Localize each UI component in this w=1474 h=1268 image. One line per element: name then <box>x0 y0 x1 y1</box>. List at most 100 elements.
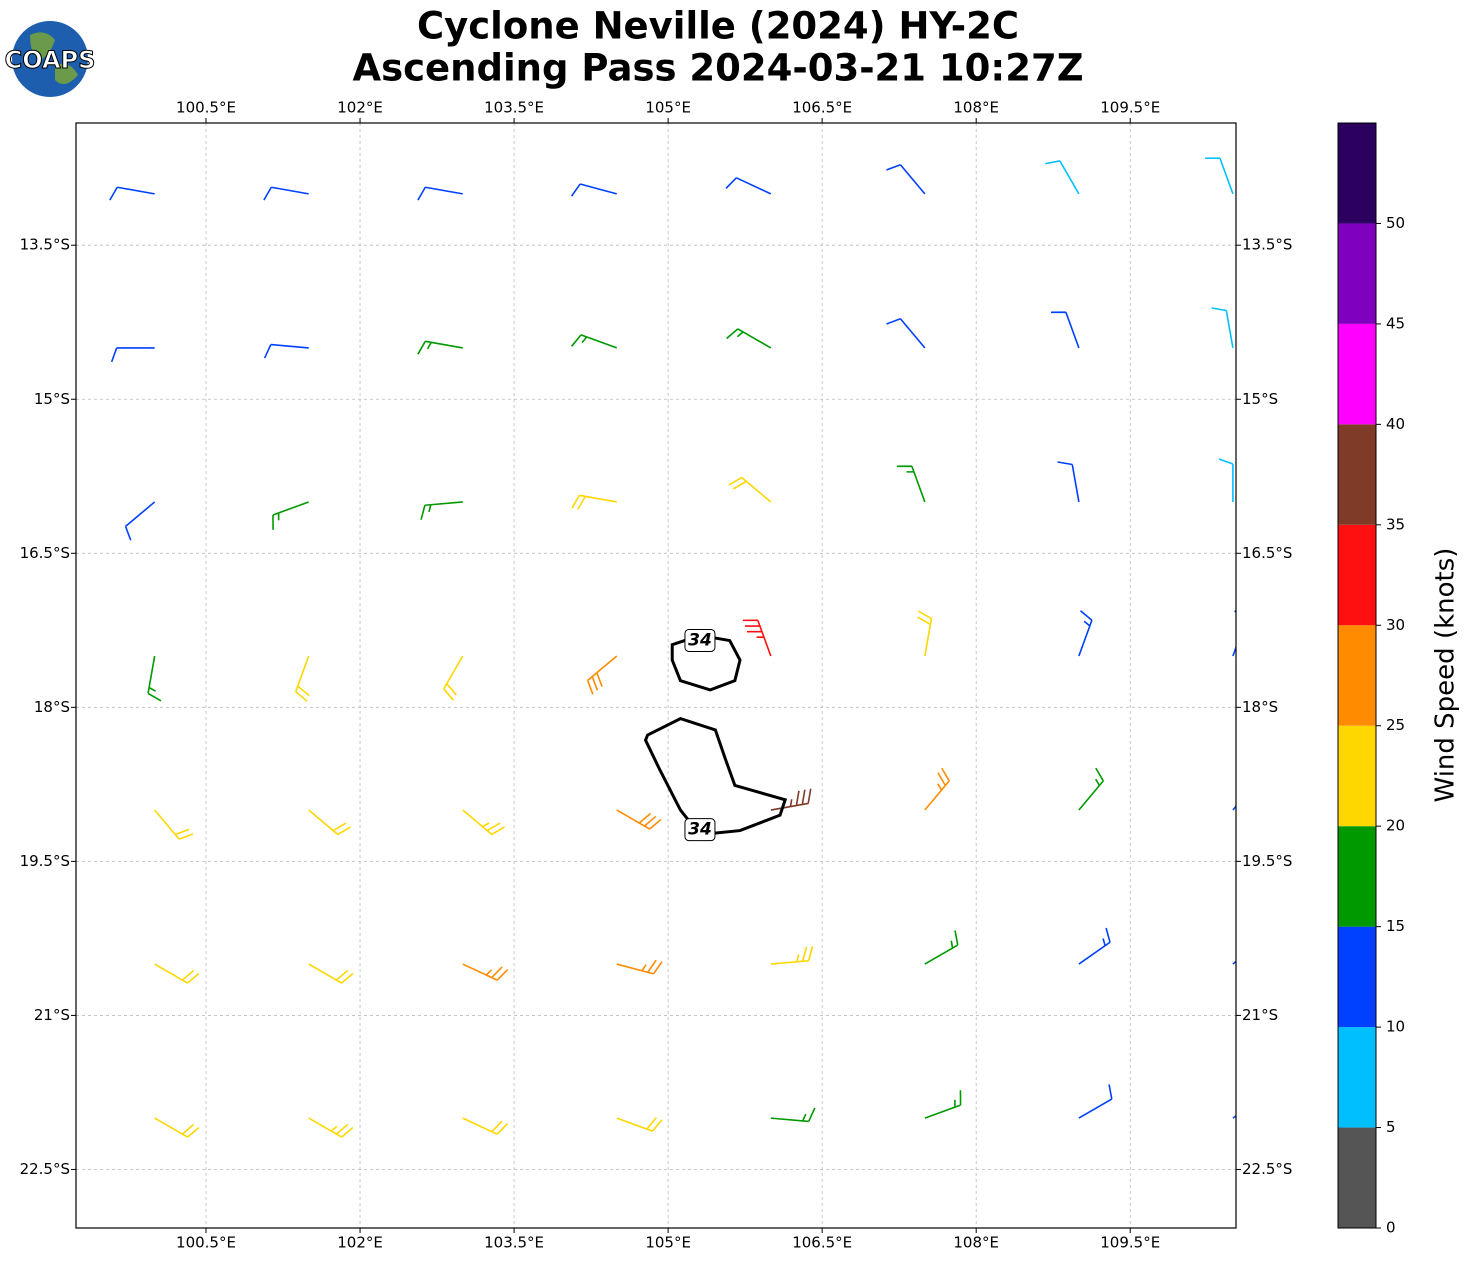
wind-barb <box>770 1107 816 1123</box>
x-tick-label: 108°E <box>953 99 999 117</box>
wind-barb <box>924 767 950 811</box>
wind-barb <box>1211 307 1234 349</box>
wind-barb <box>571 494 617 510</box>
map-frame <box>75 122 1237 1229</box>
wind-barb <box>1050 311 1080 349</box>
wind-barb <box>742 619 772 657</box>
x-tick-label: 108°E <box>953 1234 999 1252</box>
colorbar-segment <box>1338 725 1376 827</box>
wind-barb <box>1232 1114 1236 1119</box>
colorbar-segment <box>1338 123 1376 224</box>
colorbar-tick-label: 35 <box>1386 515 1405 533</box>
colorbar-tick-label: 0 <box>1386 1219 1396 1237</box>
wind-barb <box>616 959 663 975</box>
chart-subtitle: Ascending Pass 2024-03-21 10:27Z <box>352 47 1083 90</box>
wind-barb <box>462 809 506 836</box>
x-tick-label: 103.5°E <box>484 1234 544 1252</box>
colorbar-frame <box>1337 122 1377 1229</box>
colorbar-segment <box>1338 323 1376 425</box>
wind-barb <box>308 963 354 984</box>
wind-barb <box>462 963 509 981</box>
wind-barb <box>725 177 772 195</box>
y-tick-label: 19.5°S <box>1242 852 1292 870</box>
x-tick-label: 106.5°E <box>792 1234 852 1252</box>
colorbar-label: Wind Speed (knots) <box>1431 548 1461 803</box>
wind-barb <box>1078 1084 1113 1119</box>
wind-barb <box>570 183 617 197</box>
wind-barb <box>417 186 463 201</box>
wind-barb <box>1205 157 1234 195</box>
x-tick-label: 106.5°E <box>792 99 852 117</box>
wind-barb <box>1218 458 1234 502</box>
wind-barb <box>1078 767 1105 811</box>
wind-barb <box>886 164 926 195</box>
y-tick-label: 21°S <box>34 1006 70 1024</box>
wind-barb <box>1232 610 1236 657</box>
colorbar-tick-label: 50 <box>1386 214 1405 232</box>
wind-barb <box>1045 160 1080 195</box>
wind-barb <box>263 186 309 201</box>
wind-barb <box>263 343 309 359</box>
x-tick-label: 109.5°E <box>1100 99 1160 117</box>
y-tick-label: 21°S <box>1242 1006 1278 1024</box>
x-tick-label: 100.5°E <box>176 99 236 117</box>
x-tick-label: 105°E <box>645 99 691 117</box>
wind-barb <box>1057 461 1080 503</box>
y-tick-label: 13.5°S <box>1242 236 1292 254</box>
x-tick-label: 100.5°E <box>176 1234 236 1252</box>
wind-barb <box>1078 610 1093 657</box>
y-tick-label: 15°S <box>34 390 70 408</box>
wind-barb <box>462 1117 509 1135</box>
colorbar-tick-label: 10 <box>1386 1018 1405 1036</box>
wind-barb <box>770 788 812 811</box>
colorbar-tick-label: 45 <box>1386 314 1405 332</box>
colorbar-segment <box>1338 1127 1376 1228</box>
wind-barb <box>616 1117 663 1132</box>
wind-barb <box>1232 960 1236 965</box>
logo: COAPS <box>4 21 96 97</box>
colorbar-segment <box>1338 1027 1376 1128</box>
y-tick-label: 16.5°S <box>1242 544 1292 562</box>
colorbar-segment <box>1338 926 1376 1028</box>
wind-barb <box>616 809 662 830</box>
logo-text: COAPS <box>5 46 96 74</box>
wind-barb <box>147 655 162 702</box>
y-tick-label: 22.5°S <box>1242 1160 1292 1178</box>
colorbar-segment <box>1338 424 1376 525</box>
y-tick-label: 15°S <box>1242 390 1278 408</box>
wind-barb <box>154 963 200 984</box>
wind-barb <box>417 340 463 355</box>
wind-barb <box>308 1117 354 1138</box>
wind-barb <box>924 1090 962 1119</box>
wind-barb <box>917 610 933 657</box>
wind-barb <box>570 334 618 349</box>
x-tick-label: 105°E <box>645 1234 691 1252</box>
wind-barb <box>308 809 352 836</box>
contour-label: 34 <box>688 630 712 650</box>
wind-barb <box>109 186 155 201</box>
wind-barb <box>896 465 926 503</box>
wind-barb <box>924 930 959 965</box>
wind-barb <box>154 1117 200 1138</box>
y-tick-label: 16.5°S <box>20 544 70 562</box>
contour-line <box>643 717 788 837</box>
logo-land <box>30 32 78 84</box>
wind-barb <box>586 655 618 695</box>
colorbar-segment <box>1338 524 1376 626</box>
x-tick-label: 102°E <box>337 1234 383 1252</box>
colorbar-tick-label: 5 <box>1386 1118 1396 1136</box>
x-tick-label: 103.5°E <box>484 99 544 117</box>
wind-barb <box>294 655 310 702</box>
y-tick-label: 13.5°S <box>20 236 70 254</box>
colorbar-segment <box>1338 826 1376 927</box>
y-tick-label: 19.5°S <box>20 852 70 870</box>
wind-barb <box>154 809 194 840</box>
colorbar-segment <box>1338 223 1376 324</box>
contour-label-bg <box>684 628 716 652</box>
contour-label: 34 <box>688 820 712 840</box>
y-tick-label: 18°S <box>34 698 70 716</box>
y-tick-label: 22.5°S <box>20 1160 70 1178</box>
colorbar-tick-label: 30 <box>1386 616 1405 634</box>
wind-barb <box>726 328 772 349</box>
